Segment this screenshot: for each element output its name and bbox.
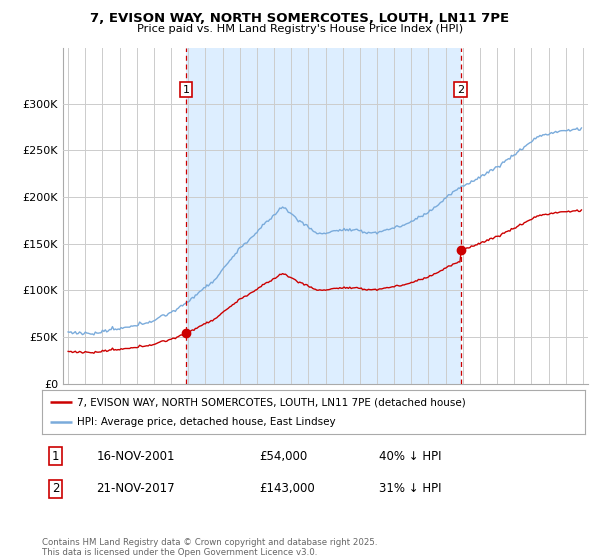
Text: 7, EVISON WAY, NORTH SOMERCOTES, LOUTH, LN11 7PE: 7, EVISON WAY, NORTH SOMERCOTES, LOUTH, … [91, 12, 509, 25]
Text: 40% ↓ HPI: 40% ↓ HPI [379, 450, 441, 463]
Text: HPI: Average price, detached house, East Lindsey: HPI: Average price, detached house, East… [77, 417, 336, 427]
Text: 2: 2 [52, 482, 59, 495]
Text: 2: 2 [457, 85, 464, 95]
Text: 31% ↓ HPI: 31% ↓ HPI [379, 482, 441, 495]
Text: 1: 1 [52, 450, 59, 463]
Text: £143,000: £143,000 [259, 482, 315, 495]
Text: 21-NOV-2017: 21-NOV-2017 [97, 482, 175, 495]
Text: 1: 1 [182, 85, 190, 95]
Text: 16-NOV-2001: 16-NOV-2001 [97, 450, 175, 463]
Text: 7, EVISON WAY, NORTH SOMERCOTES, LOUTH, LN11 7PE (detached house): 7, EVISON WAY, NORTH SOMERCOTES, LOUTH, … [77, 397, 466, 407]
Text: Price paid vs. HM Land Registry's House Price Index (HPI): Price paid vs. HM Land Registry's House … [137, 24, 463, 34]
Bar [186, 48, 461, 384]
Text: £54,000: £54,000 [259, 450, 307, 463]
Text: Contains HM Land Registry data © Crown copyright and database right 2025.
This d: Contains HM Land Registry data © Crown c… [42, 538, 377, 557]
